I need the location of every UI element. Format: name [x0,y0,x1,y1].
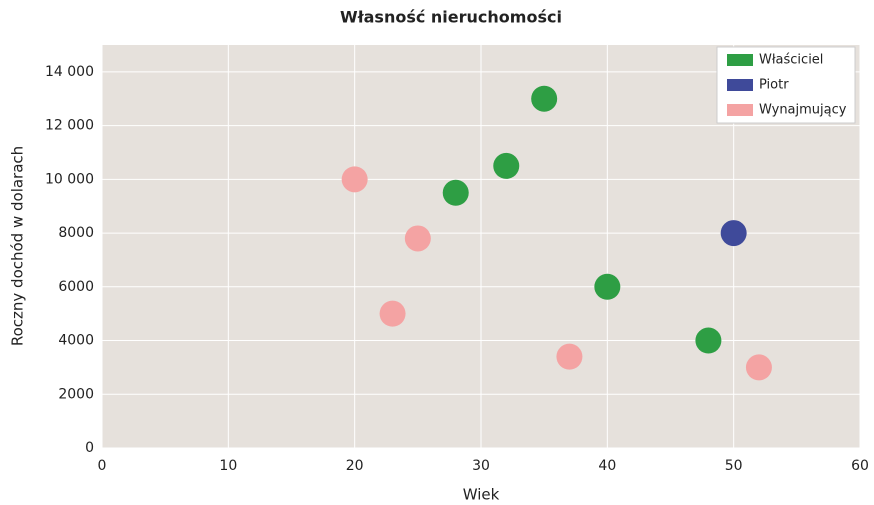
legend-swatch [727,104,753,116]
point [720,220,747,247]
x-axis-label: Wiek [463,486,500,504]
point [341,166,368,193]
x-tick-label: 40 [598,458,616,474]
x-tick-label: 30 [472,458,490,474]
point [442,179,469,206]
legend-label: Właściciel [759,53,823,68]
y-tick-label: 14 000 [45,64,94,80]
y-tick-label: 10 000 [45,171,94,187]
point [594,273,621,300]
y-tick-label: 6000 [58,279,94,295]
y-axis-label: Roczny dochód w dolarach [9,146,27,346]
point [404,225,431,252]
point [745,354,772,381]
x-tick-label: 50 [725,458,743,474]
x-tick-label: 20 [346,458,364,474]
y-tick-label: 4000 [58,333,94,349]
x-tick-label: 60 [851,458,869,474]
point [493,152,520,179]
legend-label: Wynajmujący [759,103,847,118]
point [556,343,583,370]
point [379,300,406,327]
x-tick-label: 0 [98,458,107,474]
y-tick-label: 2000 [58,386,94,402]
point [695,327,722,354]
y-tick-label: 8000 [58,225,94,241]
y-tick-label: 0 [85,440,94,456]
legend-swatch [727,79,753,91]
legend-label: Piotr [759,78,789,93]
point [531,85,558,112]
chart-title: Własność nieruchomości [340,8,562,27]
legend-swatch [727,54,753,66]
y-tick-label: 12 000 [45,118,94,134]
x-tick-label: 10 [219,458,237,474]
